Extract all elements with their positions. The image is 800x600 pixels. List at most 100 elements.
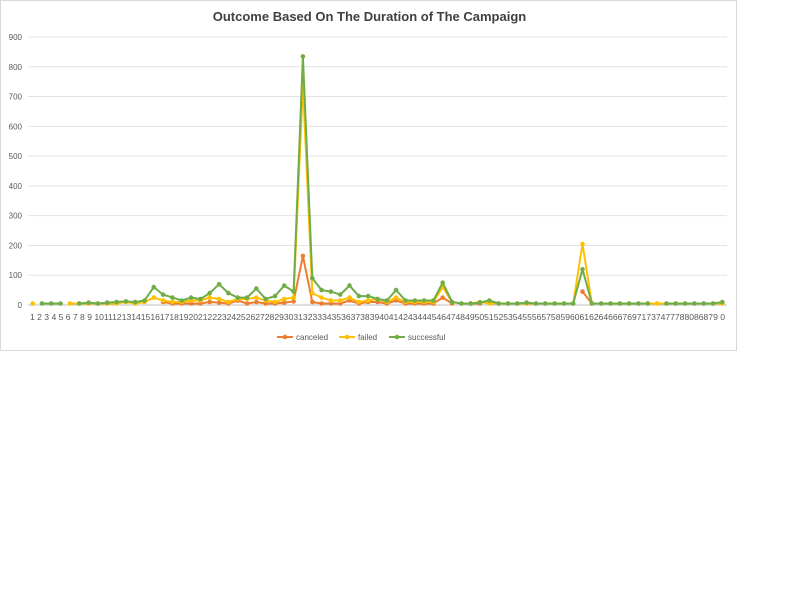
data-point-successful xyxy=(487,298,492,303)
data-point-failed xyxy=(393,295,399,300)
data-point-successful xyxy=(282,283,287,288)
data-point-successful xyxy=(263,296,269,302)
data-point-successful xyxy=(310,275,315,281)
y-tick-label: 0 xyxy=(18,301,23,310)
data-point-failed xyxy=(319,295,324,300)
data-point-successful xyxy=(692,301,697,306)
legend-swatch-marker xyxy=(394,334,400,340)
data-point-successful xyxy=(123,299,129,304)
data-point-successful xyxy=(244,295,250,300)
data-point-failed xyxy=(207,295,212,300)
data-point-successful xyxy=(552,301,557,306)
data-point-successful xyxy=(403,298,408,303)
data-point-successful xyxy=(636,301,641,306)
data-point-successful xyxy=(682,301,688,306)
data-point-failed xyxy=(67,301,73,306)
data-point-failed xyxy=(272,299,278,305)
data-point-successful xyxy=(142,298,147,303)
data-point-successful xyxy=(710,301,716,306)
data-point-successful xyxy=(412,298,418,303)
data-point-failed xyxy=(160,298,166,303)
data-point-successful xyxy=(328,289,334,294)
data-point-successful xyxy=(524,300,529,305)
data-point-successful xyxy=(515,301,520,306)
data-point-successful xyxy=(645,301,651,306)
data-point-successful xyxy=(393,287,399,293)
series-line-failed xyxy=(69,83,723,305)
data-point-successful xyxy=(319,287,324,293)
data-point-successful xyxy=(132,299,138,305)
data-point-successful xyxy=(720,299,725,305)
series-failed xyxy=(30,82,725,306)
data-point-successful xyxy=(114,299,119,305)
legend-swatch-marker xyxy=(282,334,288,340)
data-point-successful xyxy=(440,280,446,286)
legend-item-successful: successful xyxy=(389,333,446,342)
data-point-canceled xyxy=(310,299,315,305)
data-point-successful xyxy=(477,300,483,305)
data-point-canceled xyxy=(440,295,446,300)
data-point-canceled xyxy=(244,301,250,306)
x-tick-labels: 1 2 3 4 5 6 7 8 9 1011121314151617181920… xyxy=(30,313,726,322)
data-point-failed xyxy=(328,298,334,303)
data-point-failed xyxy=(654,301,660,306)
data-point-failed xyxy=(253,295,259,300)
data-point-successful xyxy=(617,301,623,306)
data-point-canceled xyxy=(282,300,287,305)
data-point-failed xyxy=(291,295,296,300)
data-point-successful xyxy=(533,301,539,306)
data-point-successful xyxy=(77,301,82,306)
y-tick-label: 800 xyxy=(9,63,23,72)
data-point-successful xyxy=(543,301,548,306)
data-point-successful xyxy=(179,298,185,303)
data-point-successful xyxy=(347,283,352,288)
data-point-failed xyxy=(347,295,352,300)
data-point-successful xyxy=(160,292,166,297)
data-point-successful xyxy=(95,301,101,306)
data-point-successful xyxy=(598,301,604,306)
data-point-canceled xyxy=(300,253,306,259)
y-tick-label: 900 xyxy=(9,33,23,42)
data-point-failed xyxy=(30,301,35,306)
data-point-failed xyxy=(282,296,287,302)
data-point-successful xyxy=(608,301,613,306)
y-tick-label: 600 xyxy=(9,122,23,131)
data-point-successful xyxy=(449,299,455,305)
data-point-successful xyxy=(570,301,576,306)
data-point-successful xyxy=(468,301,474,306)
data-point-successful xyxy=(291,289,296,294)
y-tick-label: 700 xyxy=(9,93,23,102)
data-point-canceled xyxy=(319,301,324,306)
y-tick-label: 500 xyxy=(9,152,23,161)
data-point-failed xyxy=(170,299,175,305)
gridlines xyxy=(28,36,727,306)
data-point-successful xyxy=(673,301,678,306)
data-point-successful xyxy=(589,301,595,306)
data-point-canceled xyxy=(216,300,222,305)
y-tick-label: 100 xyxy=(9,271,23,280)
data-point-successful xyxy=(226,290,231,296)
data-point-failed xyxy=(226,299,231,305)
data-point-successful xyxy=(356,293,362,299)
legend-item-canceled: canceled xyxy=(277,333,328,342)
data-point-canceled xyxy=(291,299,296,304)
data-point-successful xyxy=(496,301,502,306)
chart-title: Outcome Based On The Duration of The Cam… xyxy=(212,9,527,24)
legend-item-failed: failed xyxy=(339,333,377,342)
data-point-successful xyxy=(216,281,222,287)
series-successful xyxy=(39,54,725,306)
chart-frame: Outcome Based On The Duration of The Cam… xyxy=(0,0,737,351)
data-point-canceled xyxy=(580,289,585,294)
data-point-successful xyxy=(151,284,157,290)
series-layer xyxy=(30,54,725,306)
data-point-successful xyxy=(561,301,567,306)
series-line-successful xyxy=(79,55,648,305)
data-point-successful xyxy=(365,293,371,299)
legend-label: successful xyxy=(408,333,446,342)
data-point-failed xyxy=(310,290,315,296)
data-point-successful xyxy=(421,298,427,303)
data-point-successful xyxy=(337,292,343,297)
data-point-successful xyxy=(375,296,380,302)
data-point-failed xyxy=(216,296,222,302)
